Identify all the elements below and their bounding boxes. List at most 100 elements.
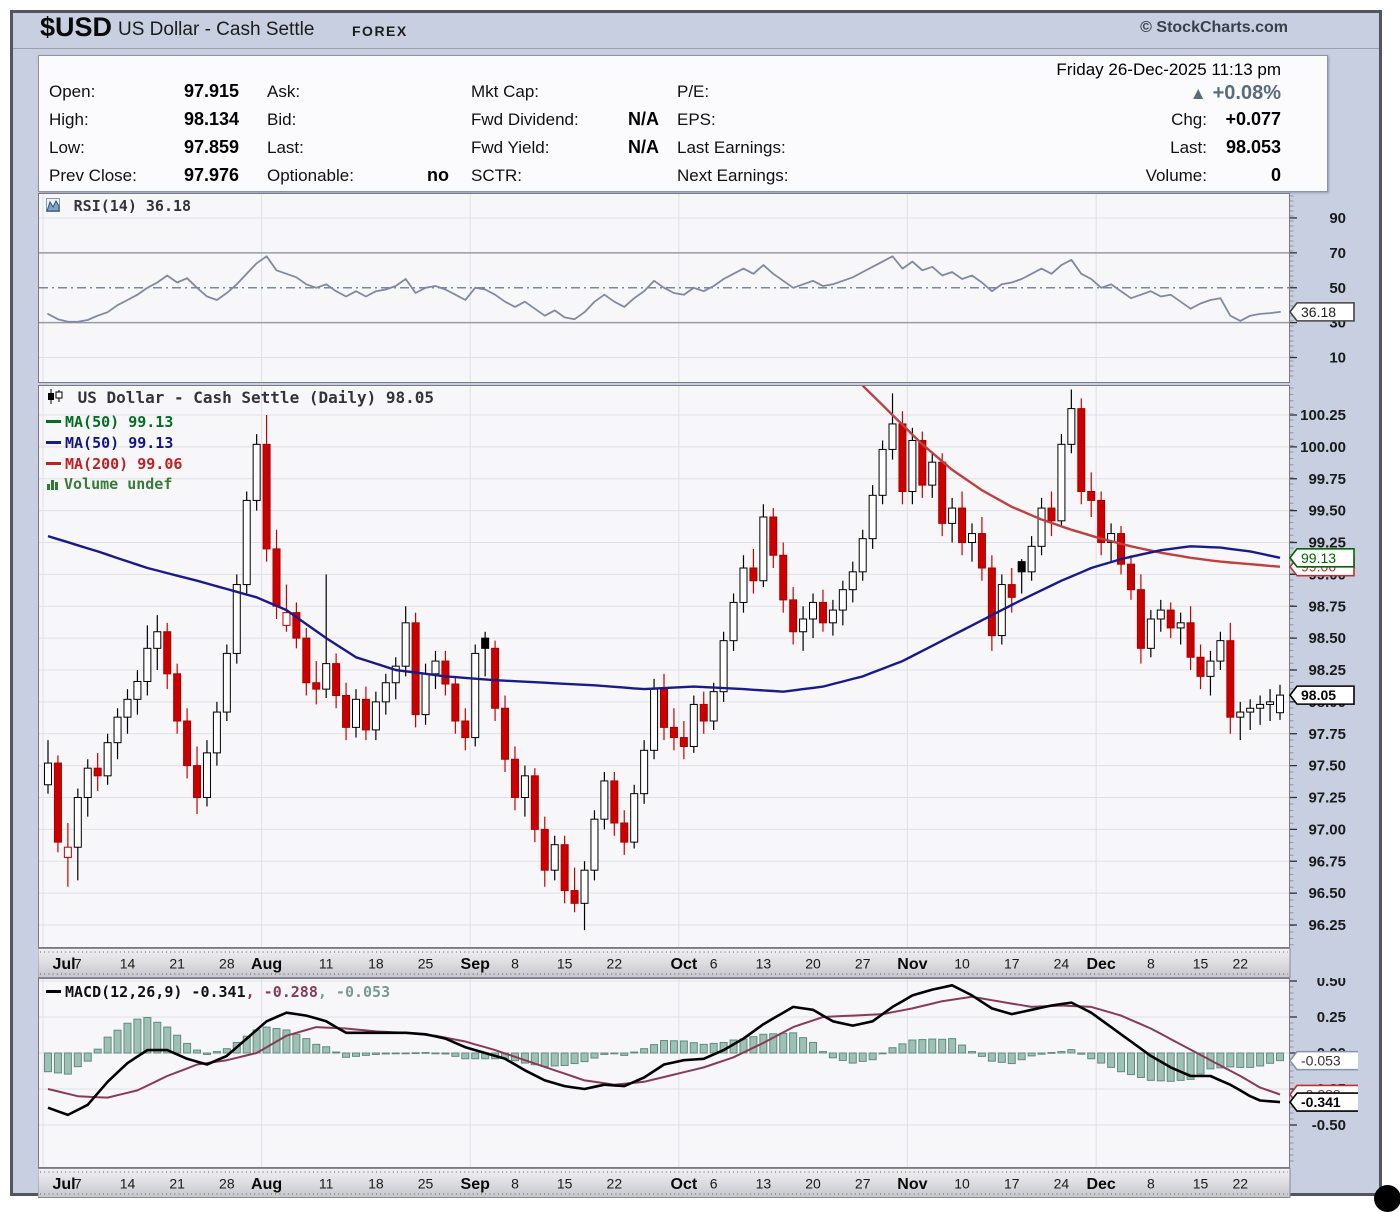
svg-text:98.05: 98.05 <box>1301 687 1336 703</box>
svg-text:15: 15 <box>557 956 573 972</box>
ma50-green-legend: MA(50) 99.13 <box>46 412 173 431</box>
ma50-blue-label: MA(50) 99.13 <box>65 434 174 452</box>
quote-value: 97.976 <box>183 165 239 185</box>
svg-text:25: 25 <box>418 1176 434 1192</box>
svg-text:13: 13 <box>756 1176 772 1192</box>
quote-label: Prev Close: <box>49 166 137 185</box>
volume-bars-icon <box>46 475 60 494</box>
svg-text:10: 10 <box>954 956 970 972</box>
month-gridlines <box>42 386 1097 947</box>
quote-label: Chg: <box>1171 110 1207 129</box>
svg-text:22: 22 <box>1232 956 1248 972</box>
rsi-legend: RSI(14) 36.18 <box>46 196 191 216</box>
candlestick-icon <box>46 389 64 408</box>
svg-text:96.25: 96.25 <box>1308 917 1346 934</box>
svg-text:10: 10 <box>1329 350 1346 367</box>
quote-date: Friday 26-Dec-2025 11:13 pm <box>1056 60 1281 79</box>
exchange-label: FOREX <box>352 23 408 39</box>
svg-text:96.75: 96.75 <box>1308 853 1346 870</box>
svg-text:Sep: Sep <box>461 956 491 973</box>
macd-signal-line <box>47 995 1281 1099</box>
svg-text:11: 11 <box>319 956 334 972</box>
quote-value: N/A <box>628 137 659 157</box>
quote-label: SCTR: <box>471 166 522 185</box>
rsi-panel: 90 70 50 30 10 36.18 <box>38 193 1358 388</box>
quote-label: High: <box>49 110 89 129</box>
axis-minor-ticks <box>1290 980 1294 1162</box>
rsi-area-icon <box>46 197 60 216</box>
svg-text:21: 21 <box>169 1176 185 1192</box>
quote-label: Open: <box>49 82 96 101</box>
ma50-green-label: MA(50) 99.13 <box>65 413 174 431</box>
svg-text:8: 8 <box>1147 956 1155 972</box>
quote-value: 98.053 <box>1225 137 1281 157</box>
macd-histogram <box>44 1016 1284 1082</box>
axis-callout: 36.18 <box>1288 302 1355 322</box>
volume-legend: Volume undef <box>46 474 172 494</box>
quote-value: 98.134 <box>183 109 239 129</box>
svg-text:97.00: 97.00 <box>1308 821 1346 838</box>
svg-text:100.00: 100.00 <box>1300 439 1346 456</box>
svg-text:22: 22 <box>607 1176 623 1192</box>
axis-callout: -0.341 <box>1288 1092 1364 1112</box>
svg-text:97.50: 97.50 <box>1308 758 1346 775</box>
macd-dash-icon <box>46 990 61 993</box>
macd-chart: 0.500.250.00-0.25-0.50-0.053-0.288-0.341 <box>38 973 1364 1168</box>
quote-label: Next Earnings: <box>677 166 789 185</box>
svg-text:18: 18 <box>368 956 384 972</box>
svg-text:98.50: 98.50 <box>1308 630 1346 647</box>
x-axis-strip-top: Jul Aug Sep Oct Nov Dec 7 14 21 28 11 18 25 8 15 22 6 13 2… <box>37 948 1358 983</box>
quote-label: Last Earnings: <box>677 138 786 157</box>
ma50-blue-legend: MA(50) 99.13 <box>46 433 173 452</box>
svg-text:8: 8 <box>511 1176 519 1192</box>
quote-label: Fwd Yield: <box>471 138 550 157</box>
quote-label: P/E: <box>677 82 710 101</box>
svg-text:17: 17 <box>1004 1176 1020 1192</box>
svg-text:97.75: 97.75 <box>1308 726 1346 743</box>
svg-text:99.50: 99.50 <box>1308 503 1346 520</box>
svg-text:6: 6 <box>710 1176 718 1192</box>
stockcharts-credit-link[interactable]: © StockCharts.com <box>1140 19 1288 36</box>
svg-text:99.25: 99.25 <box>1308 535 1346 552</box>
quote-value: +0.077 <box>1225 109 1281 129</box>
svg-text:98.25: 98.25 <box>1308 662 1346 679</box>
svg-text:Oct: Oct <box>671 956 698 973</box>
macd-line <box>47 984 1281 1117</box>
svg-text:Nov: Nov <box>897 1176 927 1193</box>
svg-text:50: 50 <box>1329 280 1346 297</box>
svg-text:98.75: 98.75 <box>1308 598 1346 615</box>
axis-minor-ticks <box>1290 195 1294 377</box>
quote-panel: Friday 26-Dec-2025 11:13 pm ▲ +0.08% Open… <box>38 55 1328 192</box>
svg-text:0.25: 0.25 <box>1317 1009 1346 1026</box>
svg-text:Jul: Jul <box>52 956 75 973</box>
svg-text:Dec: Dec <box>1086 1176 1115 1193</box>
quote-label: Last: <box>1170 138 1207 157</box>
axis-callout: -0.053 <box>1288 1050 1364 1071</box>
svg-text:99.13: 99.13 <box>1301 550 1336 566</box>
quote-label: Ask: <box>267 82 301 101</box>
svg-text:18: 18 <box>368 1176 384 1192</box>
quote-label: Low: <box>49 138 85 157</box>
price-legend-title-row: US Dollar - Cash Settle (Daily) 98.05 <box>46 388 434 408</box>
svg-text:6: 6 <box>710 956 718 972</box>
svg-text:11: 11 <box>319 1176 334 1192</box>
change-percent: ▲ +0.08% <box>1190 82 1281 105</box>
svg-text:15: 15 <box>1193 956 1209 972</box>
symbol-ticker: $USD <box>40 12 113 42</box>
quote-label: Volume: <box>1145 166 1207 185</box>
quote-value: 97.915 <box>183 81 239 101</box>
svg-text:24: 24 <box>1054 1176 1070 1192</box>
svg-text:70: 70 <box>1329 245 1346 262</box>
svg-text:8: 8 <box>1147 1176 1155 1192</box>
svg-text:96.50: 96.50 <box>1308 885 1346 902</box>
svg-text:28: 28 <box>219 956 235 972</box>
macd-legend-signal: , -0.288 <box>245 983 318 1001</box>
svg-text:15: 15 <box>557 1176 573 1192</box>
svg-text:20: 20 <box>805 1176 821 1192</box>
svg-text:27: 27 <box>855 1176 871 1192</box>
x-axis-labels: Jul Aug Sep Oct Nov Dec 7 14 21 28 11 18 25 8 15 22 6 13 2… <box>37 948 1291 978</box>
macd-panel: 0.500.250.00-0.25-0.50-0.053-0.288-0.341 <box>38 973 1364 1173</box>
svg-text:8: 8 <box>511 956 519 972</box>
change-percent-value: +0.08% <box>1212 82 1281 104</box>
